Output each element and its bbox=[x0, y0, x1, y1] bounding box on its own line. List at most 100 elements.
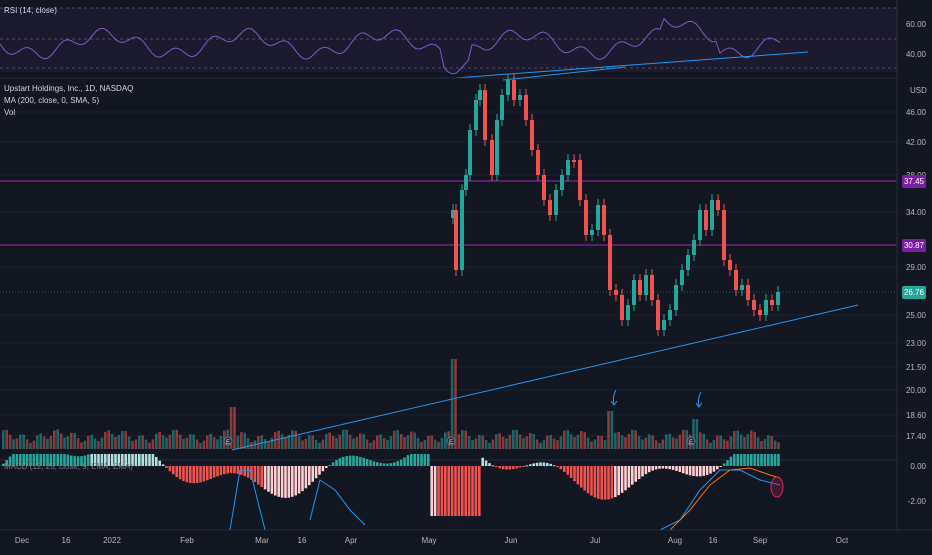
volume-bar bbox=[42, 436, 46, 449]
volume-bar bbox=[141, 435, 144, 449]
macd-axis[interactable]: 0.00 -2.00 bbox=[908, 462, 927, 506]
candle-body bbox=[704, 210, 708, 230]
volume-bar bbox=[138, 435, 141, 449]
volume-bar bbox=[671, 437, 675, 449]
macd-bar bbox=[654, 466, 658, 470]
volume-bar bbox=[175, 429, 178, 449]
macd-bar bbox=[155, 456, 158, 466]
macd-bar bbox=[746, 454, 750, 466]
macd-bar bbox=[719, 466, 722, 467]
volume-bar bbox=[372, 440, 376, 449]
volume-bar bbox=[8, 434, 12, 449]
price-tick-label: 23.00 bbox=[906, 339, 927, 348]
candle-body bbox=[483, 90, 487, 140]
macd-bar bbox=[250, 466, 253, 480]
volume-bar bbox=[158, 432, 161, 449]
rsi-indicator-label[interactable]: RSI (14, close) bbox=[4, 6, 57, 15]
volume-bar bbox=[539, 442, 542, 449]
earnings-marker-icon[interactable]: E bbox=[686, 436, 696, 446]
volume-bar bbox=[73, 433, 76, 449]
macd-bar bbox=[573, 466, 576, 482]
price-tick-label: 34.00 bbox=[906, 208, 927, 217]
volume-indicator-label[interactable]: Vol bbox=[4, 108, 16, 117]
volume-bar bbox=[481, 435, 484, 449]
candle-body bbox=[518, 95, 522, 100]
macd-bar bbox=[345, 455, 348, 466]
macd-bar bbox=[352, 455, 355, 466]
macd-bar bbox=[430, 466, 433, 516]
price-tick-label: 20.00 bbox=[906, 386, 927, 395]
macd-bar bbox=[372, 461, 376, 466]
volume-bar bbox=[342, 429, 345, 449]
volume-bar bbox=[736, 430, 739, 449]
volume-bar bbox=[355, 437, 359, 449]
volume-bar bbox=[726, 440, 729, 449]
macd-bar bbox=[692, 466, 695, 476]
ascending-trendline[interactable] bbox=[231, 304, 859, 451]
volume-bar bbox=[206, 435, 209, 449]
volume-bar bbox=[270, 437, 274, 449]
volume-bar bbox=[631, 429, 634, 449]
volume-bar bbox=[236, 435, 240, 449]
volume-bar bbox=[515, 429, 518, 449]
time-tick-label: Apr bbox=[345, 536, 358, 545]
volume-bar bbox=[29, 442, 32, 449]
volume-bar bbox=[345, 429, 348, 449]
down-arrow-annotation-2[interactable] bbox=[695, 391, 703, 408]
macd-indicator-label[interactable]: MACD (12, 26, close, 9, EMA, EMA) bbox=[4, 462, 133, 471]
earnings-marker-icon[interactable]: E bbox=[446, 436, 456, 446]
macd-bar bbox=[614, 466, 617, 498]
volume-bar bbox=[389, 436, 393, 449]
macd-bar bbox=[236, 466, 240, 474]
top-trendline[interactable] bbox=[502, 66, 626, 81]
time-axis[interactable]: Dec 16 2022 Feb Mar 16 Apr May Jun Jul Aug 16 Sep Oct bbox=[15, 536, 849, 545]
macd-bar bbox=[770, 454, 773, 466]
symbol-title[interactable]: Upstart Holdings, Inc., 1D, NASDAQ bbox=[4, 84, 134, 93]
macd-bar bbox=[59, 454, 63, 466]
volume-bar bbox=[93, 438, 97, 449]
macd-bar bbox=[444, 466, 447, 516]
price-tick-label: 46.00 bbox=[906, 108, 927, 117]
macd-bar bbox=[539, 462, 542, 466]
macd-bar bbox=[505, 466, 508, 470]
volume-bar bbox=[444, 432, 447, 449]
volume-bar bbox=[155, 433, 158, 449]
macd-bar bbox=[178, 466, 182, 480]
macd-bar bbox=[141, 454, 144, 466]
volume-bar bbox=[195, 439, 199, 449]
macd-bar bbox=[22, 454, 25, 466]
macd-bar bbox=[8, 456, 12, 466]
macd-bar bbox=[39, 454, 42, 466]
macd-bar bbox=[522, 466, 525, 467]
volume-bar bbox=[406, 435, 410, 449]
macd-bar bbox=[73, 456, 76, 466]
earnings-marker-icon[interactable]: E bbox=[223, 436, 233, 446]
volume-bar bbox=[301, 440, 304, 449]
svg-text:E: E bbox=[449, 440, 453, 446]
macd-bar bbox=[223, 466, 226, 475]
volume-bar bbox=[168, 434, 172, 449]
rsi-trendline[interactable] bbox=[454, 51, 809, 79]
macd-bar bbox=[586, 466, 590, 494]
volume-bar bbox=[753, 431, 756, 449]
macd-bar bbox=[651, 466, 654, 471]
macd-bar bbox=[138, 454, 141, 466]
volume-bar bbox=[104, 431, 107, 449]
macd-bar bbox=[580, 466, 583, 488]
volume-bar bbox=[216, 439, 219, 449]
macd-divergence-circle[interactable] bbox=[770, 476, 784, 498]
macd-bar bbox=[382, 463, 386, 466]
macd-bar bbox=[189, 466, 192, 483]
ma-indicator-label[interactable]: MA (200, close, 0, SMA, 5) bbox=[4, 96, 100, 105]
down-arrow-annotation-1[interactable] bbox=[610, 389, 618, 406]
macd-bar bbox=[450, 466, 454, 516]
rsi-axis[interactable]: 60.00 40.00 bbox=[906, 20, 927, 59]
macd-pane bbox=[2, 454, 784, 531]
volume-bar bbox=[348, 434, 352, 449]
svg-text:E: E bbox=[226, 440, 230, 446]
macd-bar bbox=[199, 466, 202, 483]
macd-bar bbox=[110, 454, 114, 466]
macd-bar bbox=[552, 465, 556, 467]
